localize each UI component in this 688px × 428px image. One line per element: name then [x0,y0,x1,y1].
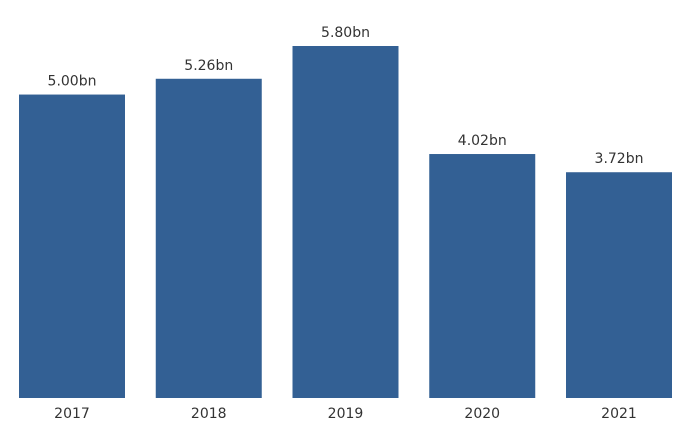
value-label-2020: 4.02bn [458,133,507,149]
bar-2019 [292,46,399,398]
value-label-2017: 5.00bn [48,74,97,90]
x-tick-label-2018: 2018 [191,406,227,422]
value-labels-group: 5.00bn 5.26bn 5.80bn 4.02bn 3.72bn [48,25,644,167]
x-tick-label-2019: 2019 [328,406,364,422]
bar-2020 [429,154,536,398]
bars-group [19,46,672,399]
bar-2021 [566,172,672,398]
value-label-2019: 5.80bn [321,25,370,41]
bar-2017 [19,94,125,399]
value-label-2018: 5.26bn [184,58,233,74]
value-label-2021: 3.72bn [595,151,644,167]
x-axis-ticks-group: 2017 2018 2019 2020 2021 [54,406,637,422]
bar-2018 [155,78,262,399]
x-tick-label-2021: 2021 [601,406,637,422]
x-tick-label-2020: 2020 [464,406,500,422]
x-tick-label-2017: 2017 [54,406,90,422]
